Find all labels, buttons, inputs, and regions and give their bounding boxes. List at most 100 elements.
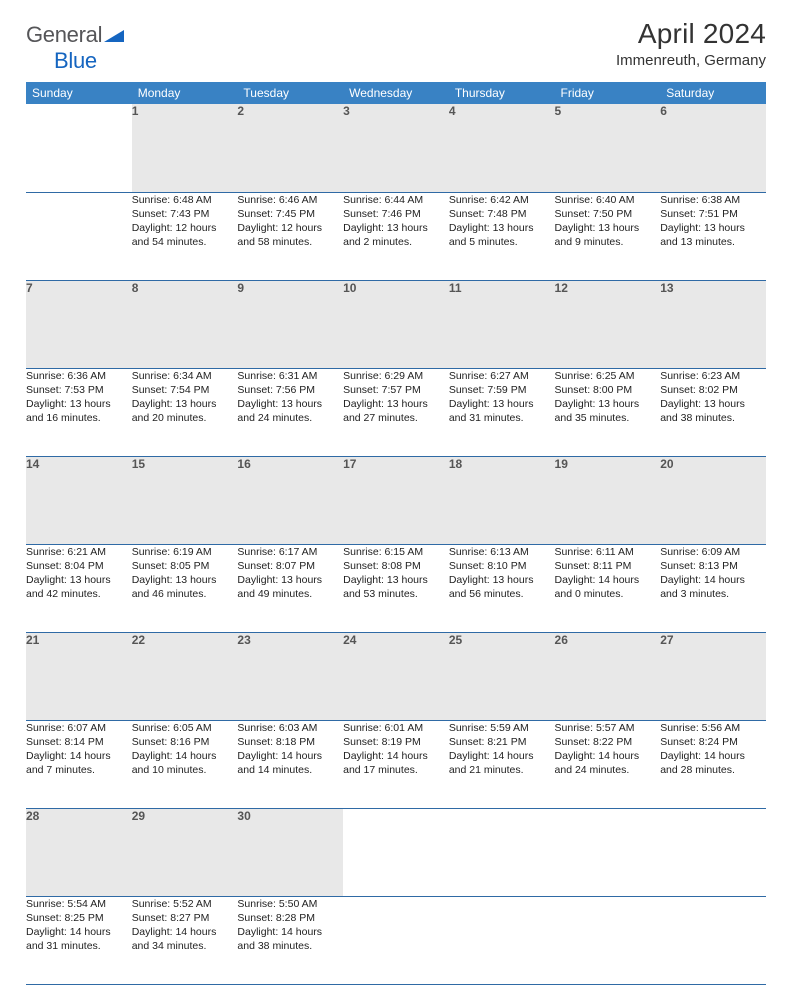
logo-triangle-icon <box>104 28 124 42</box>
daynum-row: 282930 <box>26 808 766 896</box>
day-number: 5 <box>555 104 661 192</box>
daylight-text-2: and 28 minutes. <box>660 763 766 777</box>
content-row: Sunrise: 6:07 AMSunset: 8:14 PMDaylight:… <box>26 720 766 808</box>
sunrise-text: Sunrise: 6:25 AM <box>555 369 661 383</box>
daylight-text-2: and 21 minutes. <box>449 763 555 777</box>
day-cell: Sunrise: 6:46 AMSunset: 7:45 PMDaylight:… <box>237 192 343 280</box>
daylight-text-1: Daylight: 14 hours <box>660 749 766 763</box>
daylight-text-2: and 54 minutes. <box>132 235 238 249</box>
sunset-text: Sunset: 8:27 PM <box>132 911 238 925</box>
sunset-text: Sunset: 7:57 PM <box>343 383 449 397</box>
daylight-text-1: Daylight: 13 hours <box>26 397 132 411</box>
sunrise-text: Sunrise: 6:05 AM <box>132 721 238 735</box>
sunset-text: Sunset: 8:13 PM <box>660 559 766 573</box>
daylight-text-1: Daylight: 14 hours <box>26 925 132 939</box>
daylight-text-1: Daylight: 14 hours <box>449 749 555 763</box>
page-subtitle: Immenreuth, Germany <box>616 52 766 69</box>
daylight-text-1: Daylight: 13 hours <box>237 397 343 411</box>
sunrise-text: Sunrise: 6:27 AM <box>449 369 555 383</box>
day-number: 7 <box>26 280 132 368</box>
day-number: 21 <box>26 632 132 720</box>
day-cell: Sunrise: 6:21 AMSunset: 8:04 PMDaylight:… <box>26 544 132 632</box>
sunset-text: Sunset: 8:07 PM <box>237 559 343 573</box>
day-number: 20 <box>660 456 766 544</box>
daylight-text-1: Daylight: 14 hours <box>237 925 343 939</box>
day-number: 19 <box>555 456 661 544</box>
day-number: 26 <box>555 632 661 720</box>
daylight-text-1: Daylight: 14 hours <box>237 749 343 763</box>
day-number <box>449 808 555 896</box>
sunrise-text: Sunrise: 6:21 AM <box>26 545 132 559</box>
daylight-text-2: and 10 minutes. <box>132 763 238 777</box>
daylight-text-1: Daylight: 12 hours <box>237 221 343 235</box>
day-number: 29 <box>132 808 238 896</box>
daylight-text-2: and 9 minutes. <box>555 235 661 249</box>
sunset-text: Sunset: 7:43 PM <box>132 207 238 221</box>
daylight-text-1: Daylight: 13 hours <box>449 221 555 235</box>
sunset-text: Sunset: 8:25 PM <box>26 911 132 925</box>
sunrise-text: Sunrise: 5:54 AM <box>26 897 132 911</box>
day-number: 9 <box>237 280 343 368</box>
daylight-text-2: and 42 minutes. <box>26 587 132 601</box>
calendar-body: 123456Sunrise: 6:48 AMSunset: 7:43 PMDay… <box>26 104 766 984</box>
calendar-table: Sunday Monday Tuesday Wednesday Thursday… <box>26 82 766 985</box>
day-number <box>343 808 449 896</box>
day-cell: Sunrise: 6:07 AMSunset: 8:14 PMDaylight:… <box>26 720 132 808</box>
sunset-text: Sunset: 8:04 PM <box>26 559 132 573</box>
day-cell: Sunrise: 6:44 AMSunset: 7:46 PMDaylight:… <box>343 192 449 280</box>
daylight-text-1: Daylight: 14 hours <box>555 749 661 763</box>
daylight-text-2: and 31 minutes. <box>26 939 132 953</box>
daylight-text-2: and 13 minutes. <box>660 235 766 249</box>
daylight-text-2: and 27 minutes. <box>343 411 449 425</box>
sunset-text: Sunset: 8:24 PM <box>660 735 766 749</box>
day-cell: Sunrise: 6:01 AMSunset: 8:19 PMDaylight:… <box>343 720 449 808</box>
day-number: 13 <box>660 280 766 368</box>
day-cell: Sunrise: 5:57 AMSunset: 8:22 PMDaylight:… <box>555 720 661 808</box>
day-number <box>555 808 661 896</box>
header-monday: Monday <box>132 82 238 104</box>
day-cell: Sunrise: 6:05 AMSunset: 8:16 PMDaylight:… <box>132 720 238 808</box>
sunrise-text: Sunrise: 6:40 AM <box>555 193 661 207</box>
daylight-text-1: Daylight: 13 hours <box>237 573 343 587</box>
daylight-text-1: Daylight: 13 hours <box>132 397 238 411</box>
day-cell: Sunrise: 5:54 AMSunset: 8:25 PMDaylight:… <box>26 896 132 984</box>
daylight-text-1: Daylight: 13 hours <box>660 397 766 411</box>
daylight-text-1: Daylight: 14 hours <box>132 925 238 939</box>
daynum-row: 14151617181920 <box>26 456 766 544</box>
day-number: 18 <box>449 456 555 544</box>
content-row: Sunrise: 5:54 AMSunset: 8:25 PMDaylight:… <box>26 896 766 984</box>
day-cell: Sunrise: 6:13 AMSunset: 8:10 PMDaylight:… <box>449 544 555 632</box>
sunrise-text: Sunrise: 6:01 AM <box>343 721 449 735</box>
daylight-text-1: Daylight: 13 hours <box>449 397 555 411</box>
sunrise-text: Sunrise: 6:29 AM <box>343 369 449 383</box>
day-number: 30 <box>237 808 343 896</box>
sunrise-text: Sunrise: 5:52 AM <box>132 897 238 911</box>
daylight-text-2: and 2 minutes. <box>343 235 449 249</box>
sunrise-text: Sunrise: 6:15 AM <box>343 545 449 559</box>
daynum-row: 78910111213 <box>26 280 766 368</box>
logo-word-general: General <box>26 22 102 47</box>
day-cell <box>555 896 661 984</box>
page-title: April 2024 <box>616 18 766 50</box>
day-cell: Sunrise: 6:42 AMSunset: 7:48 PMDaylight:… <box>449 192 555 280</box>
daylight-text-1: Daylight: 14 hours <box>555 573 661 587</box>
daylight-text-1: Daylight: 14 hours <box>132 749 238 763</box>
sunset-text: Sunset: 7:56 PM <box>237 383 343 397</box>
sunset-text: Sunset: 8:00 PM <box>555 383 661 397</box>
sunrise-text: Sunrise: 6:36 AM <box>26 369 132 383</box>
header-thursday: Thursday <box>449 82 555 104</box>
logo-text: General Blue <box>26 22 124 74</box>
sunrise-text: Sunrise: 6:17 AM <box>237 545 343 559</box>
sunrise-text: Sunrise: 5:50 AM <box>237 897 343 911</box>
day-number <box>26 104 132 192</box>
day-number: 17 <box>343 456 449 544</box>
sunrise-text: Sunrise: 6:44 AM <box>343 193 449 207</box>
daylight-text-2: and 24 minutes. <box>237 411 343 425</box>
sunset-text: Sunset: 8:28 PM <box>237 911 343 925</box>
content-row: Sunrise: 6:36 AMSunset: 7:53 PMDaylight:… <box>26 368 766 456</box>
daylight-text-2: and 16 minutes. <box>26 411 132 425</box>
daynum-row: 123456 <box>26 104 766 192</box>
header-saturday: Saturday <box>660 82 766 104</box>
day-number: 23 <box>237 632 343 720</box>
daylight-text-2: and 14 minutes. <box>237 763 343 777</box>
